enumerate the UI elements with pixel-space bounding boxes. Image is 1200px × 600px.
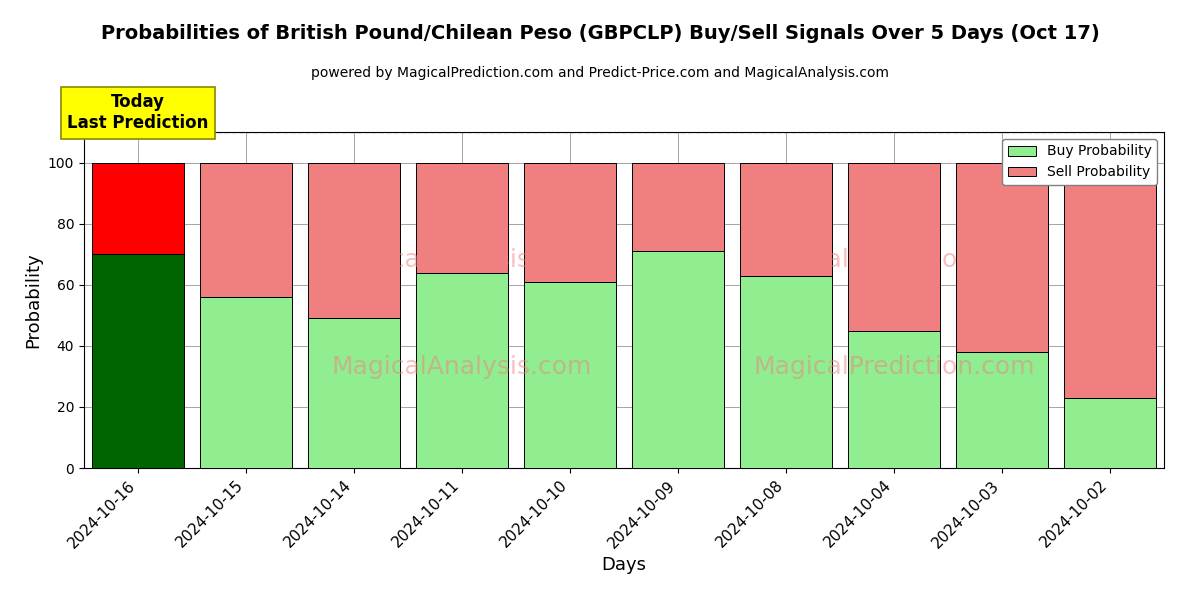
Bar	[740, 275, 832, 468]
Text: MagicalAnalysis.com: MagicalAnalysis.com	[332, 355, 592, 379]
Text: MagicalAnalysis.com: MagicalAnalysis.com	[332, 248, 592, 272]
Bar	[92, 163, 184, 254]
Bar	[740, 163, 832, 275]
Bar	[632, 251, 724, 468]
Bar	[308, 319, 400, 468]
Bar	[956, 163, 1048, 352]
Bar	[524, 163, 616, 281]
X-axis label: Days: Days	[601, 556, 647, 574]
Bar	[956, 352, 1048, 468]
Text: Probabilities of British Pound/Chilean Peso (GBPCLP) Buy/Sell Signals Over 5 Day: Probabilities of British Pound/Chilean P…	[101, 24, 1099, 43]
Bar	[200, 163, 292, 297]
Bar	[848, 163, 940, 331]
Bar	[1064, 398, 1156, 468]
Text: MagicalPrediction.com: MagicalPrediction.com	[754, 248, 1034, 272]
Bar	[308, 163, 400, 319]
Bar	[416, 272, 508, 468]
Bar	[92, 254, 184, 468]
Text: Today
Last Prediction: Today Last Prediction	[67, 93, 209, 132]
Y-axis label: Probability: Probability	[24, 252, 42, 348]
Bar	[1064, 163, 1156, 398]
Bar	[524, 281, 616, 468]
Text: MagicalPrediction.com: MagicalPrediction.com	[754, 355, 1034, 379]
Legend: Buy Probability, Sell Probability: Buy Probability, Sell Probability	[1002, 139, 1157, 185]
Bar	[848, 331, 940, 468]
Bar	[416, 163, 508, 272]
Bar	[200, 297, 292, 468]
Bar	[632, 163, 724, 251]
Text: powered by MagicalPrediction.com and Predict-Price.com and MagicalAnalysis.com: powered by MagicalPrediction.com and Pre…	[311, 66, 889, 80]
